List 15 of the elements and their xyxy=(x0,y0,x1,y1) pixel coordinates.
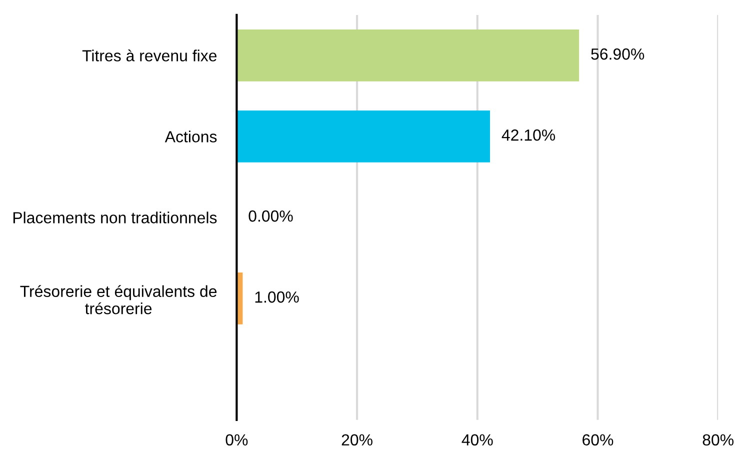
y-tick-label: Actions xyxy=(164,130,217,142)
x-tick-label: 0% xyxy=(226,434,248,446)
x-tick-label: 40% xyxy=(462,434,493,446)
data-label: 1.00% xyxy=(255,291,299,303)
data-label: 56.90% xyxy=(591,48,644,60)
data-label: 0.00% xyxy=(248,210,293,222)
bar xyxy=(236,30,580,82)
y-tick-label: Placements non traditionnels xyxy=(13,212,217,224)
data-label: 42.10% xyxy=(502,129,556,141)
x-tick-label: 80% xyxy=(702,434,734,446)
bar xyxy=(236,110,490,162)
y-tick-label: Trésorerie et équivalents de trésorerie xyxy=(20,285,217,314)
y-tick-label: Titres à revenu fixe xyxy=(82,49,217,62)
x-tick-label: 20% xyxy=(342,434,372,446)
x-tick-label: 60% xyxy=(582,434,614,446)
